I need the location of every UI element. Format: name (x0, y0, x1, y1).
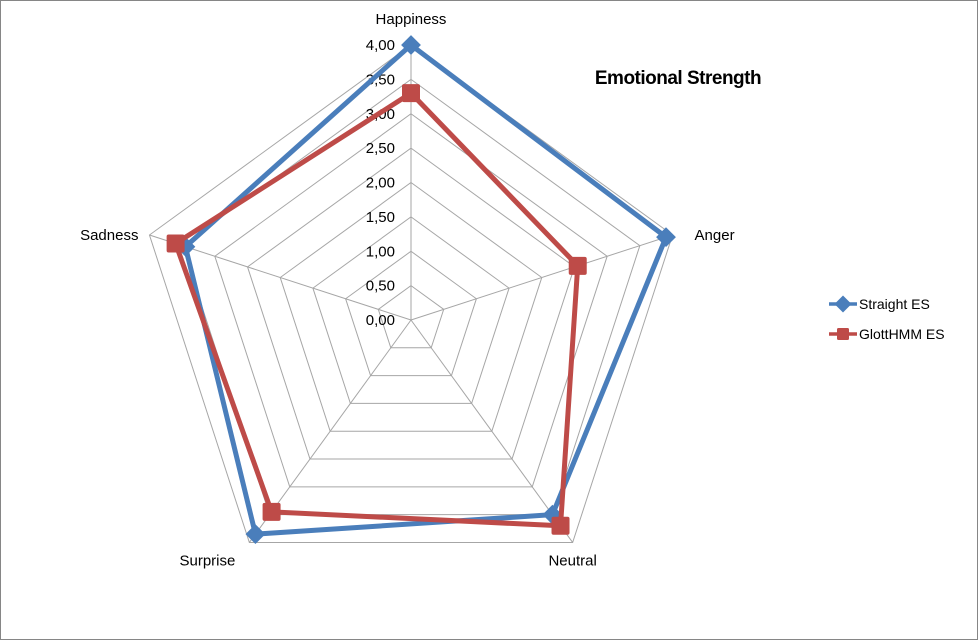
legend-item-straight: Straight ES (829, 295, 930, 313)
category-label-sadness: Sadness (80, 227, 138, 244)
legend-marker-diamond (834, 295, 852, 313)
grid-ring (214, 113, 608, 488)
legend-item-glotthmm: GlottHMM ES (829, 326, 945, 342)
grid-ring (148, 44, 674, 543)
chart-title: Emotional Strength (595, 68, 761, 89)
tick-label: 2,50 (366, 140, 395, 157)
series-line (182, 41, 670, 537)
legend-marker-square (837, 328, 849, 340)
series-layer (166, 35, 676, 545)
data-point-neutral (551, 516, 570, 535)
grid-spoke (149, 234, 412, 321)
series-glotthmm-es (166, 84, 587, 535)
category-label-neutral: Neutral (548, 552, 596, 569)
data-point-sadness (166, 234, 185, 253)
grid-ring (279, 181, 543, 432)
grid-spoke (410, 234, 673, 321)
legend: Straight ES GlottHMM ES (829, 295, 945, 342)
legend-label-glotthmm-es: GlottHMM ES (859, 326, 945, 342)
data-point-surprise (262, 502, 281, 521)
category-labels: Happiness Anger Neutral Surprise Sadness (80, 11, 734, 569)
data-point-happiness (401, 35, 421, 55)
legend-label-straight-es: Straight ES (859, 296, 930, 312)
tick-label: 4,00 (366, 37, 395, 54)
category-label-surprise: Surprise (179, 552, 235, 569)
category-label-anger: Anger (695, 227, 735, 244)
tick-label: 1,50 (366, 209, 395, 226)
axis-ticks: 0,000,501,001,502,002,503,003,504,00 (366, 37, 395, 329)
tick-label: 2,00 (366, 175, 395, 192)
grid-ring (377, 285, 445, 349)
series-line (172, 89, 581, 529)
grid (148, 44, 674, 543)
category-label-happiness: Happiness (376, 11, 447, 28)
grid-ring (312, 216, 510, 404)
grid-spoke (410, 319, 574, 543)
data-point-happiness (402, 84, 420, 103)
grid-ring (246, 147, 576, 460)
tick-label: 0,50 (366, 278, 395, 295)
tick-label: 1,00 (366, 243, 395, 260)
tick-label: 0,00 (366, 312, 395, 329)
data-point-anger (568, 256, 587, 275)
grid-ring (345, 250, 477, 377)
